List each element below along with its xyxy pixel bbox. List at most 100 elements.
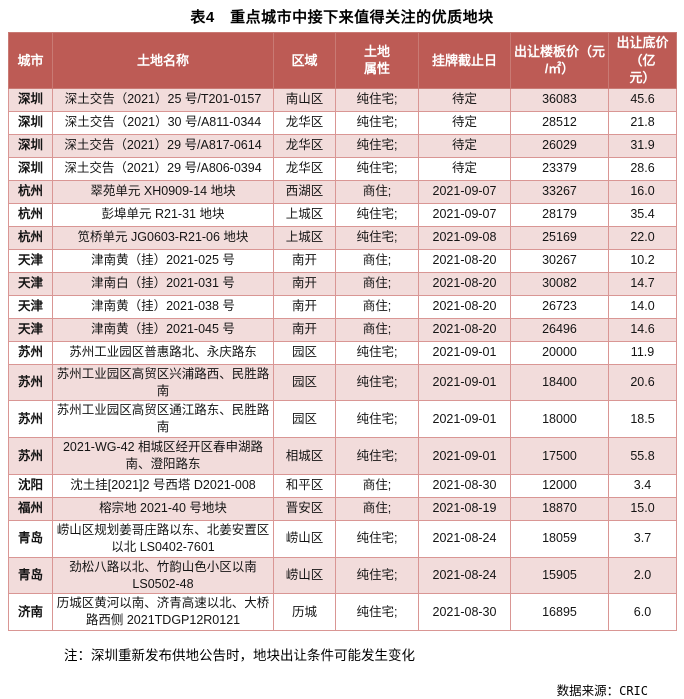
- cell-name: 苏州工业园区高贸区兴浦路西、民胜路南: [52, 363, 274, 402]
- column-header-floor_price: 出让楼板价（元 /㎡）: [510, 32, 609, 89]
- cell-base_price: 31.9: [608, 133, 677, 158]
- cell-deadline: 2021-09-01: [418, 363, 511, 402]
- cell-floor_price: 30267: [510, 248, 609, 273]
- cell-city: 杭州: [8, 202, 53, 227]
- cell-attr: 纯住宅;: [335, 593, 419, 632]
- cell-region: 崂山区: [273, 519, 336, 558]
- cell-attr: 纯住宅;: [335, 225, 419, 250]
- cell-region: 南开: [273, 294, 336, 319]
- cell-floor_price: 25169: [510, 225, 609, 250]
- table-row: 深圳 深土交告（2021）30 号/A811-0344 龙华区 纯住宅; 待定 28512…: [8, 110, 677, 135]
- table-row: 苏州 苏州工业园区高贸区通江路东、民胜路南 园区 纯住宅; 2021-09-01 1800…: [8, 400, 677, 439]
- cell-base_price: 35.4: [608, 202, 677, 227]
- cell-name: 历城区黄河以南、济青高速以北、大桥路西侧 2021TDGP12R0121: [52, 593, 274, 632]
- cell-city: 天津: [8, 248, 53, 273]
- cell-region: 龙华区: [273, 133, 336, 158]
- cell-base_price: 28.6: [608, 156, 677, 181]
- cell-city: 深圳: [8, 156, 53, 181]
- table-row: 杭州 翠苑单元 XH0909-14 地块 西湖区 商住; 2021-09-07 33267…: [8, 179, 677, 204]
- cell-city: 青岛: [8, 519, 53, 558]
- cell-city: 苏州: [8, 437, 53, 475]
- cell-name: 深土交告（2021）29 号/A817-0614: [52, 133, 274, 158]
- cell-region: 南开: [273, 248, 336, 273]
- cell-deadline: 2021-08-30: [418, 593, 511, 632]
- table-row: 天津 津南白（挂）2021-031 号南开 商住; 2021-08-20 30082 14…: [8, 271, 677, 296]
- cell-floor_price: 18059: [510, 519, 609, 558]
- cell-floor_price: 33267: [510, 179, 609, 204]
- cell-base_price: 11.9: [608, 340, 677, 365]
- cell-city: 青岛: [8, 556, 53, 595]
- column-header-deadline: 挂牌截止日: [418, 32, 511, 89]
- cell-deadline: 2021-08-20: [418, 271, 511, 296]
- cell-attr: 商住;: [335, 473, 419, 498]
- cell-name: 彭埠单元 R21-31 地块: [52, 202, 274, 227]
- cell-base_price: 6.0: [608, 593, 677, 632]
- cell-region: 相城区: [273, 437, 336, 475]
- cell-floor_price: 17500: [510, 437, 609, 475]
- cell-name: 劲松八路以北、竹韵山色小区以南 LS0502-48: [52, 556, 274, 595]
- cell-attr: 纯住宅;: [335, 363, 419, 402]
- cell-base_price: 10.2: [608, 248, 677, 273]
- cell-base_price: 3.7: [608, 519, 677, 558]
- cell-region: 南开: [273, 317, 336, 342]
- cell-city: 苏州: [8, 400, 53, 439]
- cell-region: 和平区: [273, 473, 336, 498]
- cell-attr: 纯住宅;: [335, 437, 419, 475]
- cell-region: 南山区: [273, 87, 336, 112]
- cell-city: 天津: [8, 294, 53, 319]
- cell-floor_price: 16895: [510, 593, 609, 632]
- cell-base_price: 14.0: [608, 294, 677, 319]
- table-row: 天津 津南黄（挂）2021-038 号南开 商住; 2021-08-20 26723 14…: [8, 294, 677, 319]
- cell-floor_price: 26496: [510, 317, 609, 342]
- cell-floor_price: 20000: [510, 340, 609, 365]
- cell-region: 园区: [273, 400, 336, 439]
- cell-attr: 纯住宅;: [335, 133, 419, 158]
- cell-attr: 纯住宅;: [335, 400, 419, 439]
- cell-name: 榕宗地 2021-40 号地块: [52, 496, 274, 521]
- table-row: 福州 榕宗地 2021-40 号地块 晋安区 商住; 2021-08-19 18870 15…: [8, 496, 677, 521]
- cell-city: 深圳: [8, 87, 53, 112]
- cell-city: 苏州: [8, 363, 53, 402]
- cell-attr: 商住;: [335, 294, 419, 319]
- table-head: 城市 土地名称 区域 土地 属性 挂牌截止日 出让楼板价（元 /㎡） 出让底价（亿 元）: [8, 32, 677, 89]
- cell-city: 济南: [8, 593, 53, 632]
- cell-base_price: 16.0: [608, 179, 677, 204]
- cell-name: 津南黄（挂）2021-038 号: [52, 294, 274, 319]
- table-row: 天津 津南黄（挂）2021-045 号南开 商住; 2021-08-20 26496 14…: [8, 317, 677, 342]
- cell-attr: 商住;: [335, 248, 419, 273]
- cell-base_price: 14.7: [608, 271, 677, 296]
- table-row: 深圳 深土交告（2021）25 号/T201-0157 南山区 纯住宅; 待定 36083…: [8, 87, 677, 112]
- cell-attr: 商住;: [335, 179, 419, 204]
- column-header-name: 土地名称: [52, 32, 274, 89]
- cell-name: 深土交告（2021）25 号/T201-0157: [52, 87, 274, 112]
- cell-deadline: 待定: [418, 110, 511, 135]
- footnote: 注：深圳重新发布供地公告时，地块出让条件可能发生变化: [64, 648, 415, 664]
- cell-region: 西湖区: [273, 179, 336, 204]
- cell-region: 龙华区: [273, 110, 336, 135]
- cell-region: 园区: [273, 363, 336, 402]
- cell-floor_price: 28512: [510, 110, 609, 135]
- table-row: 深圳 深土交告（2021）29 号/A817-0614 龙华区 纯住宅; 待定 26029…: [8, 133, 677, 158]
- cell-deadline: 2021-09-07: [418, 202, 511, 227]
- table-row: 青岛 劲松八路以北、竹韵山色小区以南 LS0502-48 崂山区 纯住宅; 2021-0…: [8, 556, 677, 595]
- cell-floor_price: 15905: [510, 556, 609, 595]
- cell-name: 深土交告（2021）29 号/A806-0394: [52, 156, 274, 181]
- cell-base_price: 14.6: [608, 317, 677, 342]
- cell-base_price: 18.5: [608, 400, 677, 439]
- column-header-region: 区域: [273, 32, 336, 89]
- table-header-row: 城市 土地名称 区域 土地 属性 挂牌截止日 出让楼板价（元 /㎡） 出让底价（亿 元）: [8, 32, 677, 89]
- cell-floor_price: 30082: [510, 271, 609, 296]
- cell-base_price: 55.8: [608, 437, 677, 475]
- cell-region: 园区: [273, 340, 336, 365]
- cell-name: 2021-WG-42 相城区经开区春申湖路南、澄阳路东: [52, 437, 274, 475]
- table-row: 苏州 苏州工业园区高贸区兴浦路西、民胜路南 园区 纯住宅; 2021-09-01 1840…: [8, 363, 677, 402]
- cell-floor_price: 26723: [510, 294, 609, 319]
- cell-city: 深圳: [8, 110, 53, 135]
- cell-name: 深土交告（2021）30 号/A811-0344: [52, 110, 274, 135]
- cell-region: 崂山区: [273, 556, 336, 595]
- cell-deadline: 待定: [418, 133, 511, 158]
- cell-attr: 商住;: [335, 271, 419, 296]
- column-header-city: 城市: [8, 32, 53, 89]
- cell-attr: 商住;: [335, 317, 419, 342]
- cell-region: 南开: [273, 271, 336, 296]
